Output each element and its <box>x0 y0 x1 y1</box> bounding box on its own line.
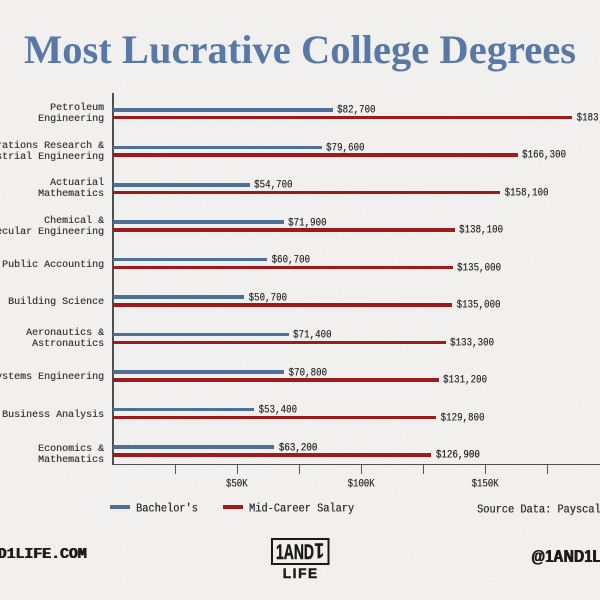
svg-text:1AND: 1AND <box>276 540 314 564</box>
svg-text:1: 1 <box>314 539 324 563</box>
svg-text:LIFE: LIFE <box>283 566 318 581</box>
